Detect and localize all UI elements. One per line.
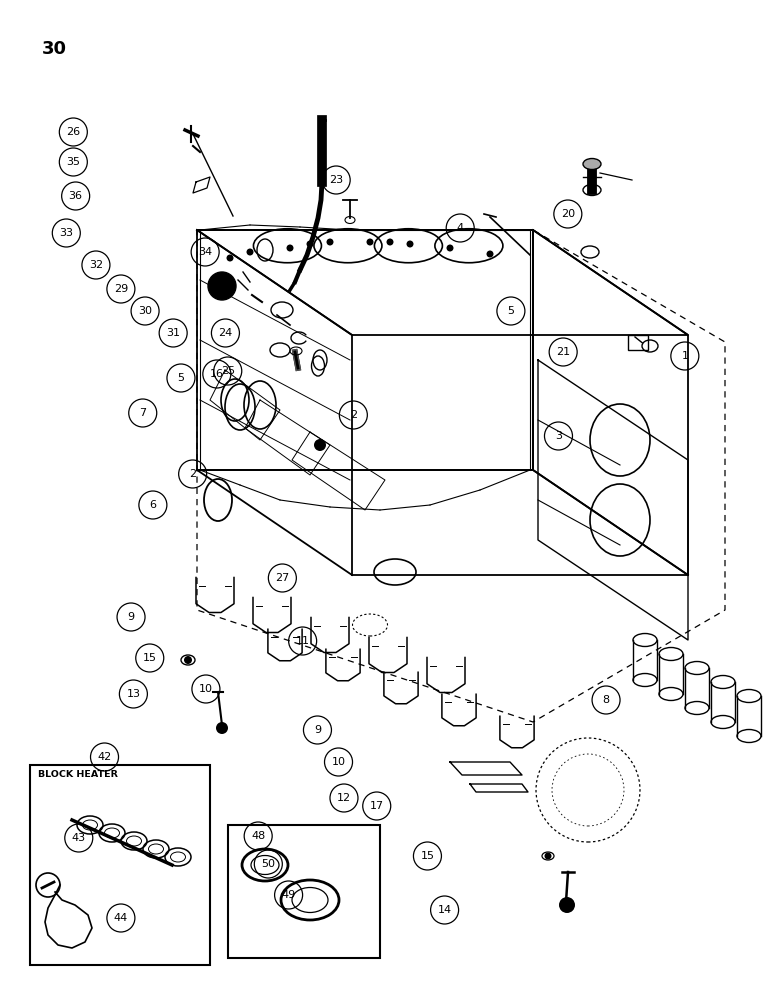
Text: 2: 2 xyxy=(189,469,197,479)
Text: 34: 34 xyxy=(198,247,212,257)
Circle shape xyxy=(286,244,293,251)
Text: 26: 26 xyxy=(66,127,80,137)
Text: 5: 5 xyxy=(508,306,514,316)
Text: 35: 35 xyxy=(66,157,80,167)
Text: 3: 3 xyxy=(555,431,562,441)
Circle shape xyxy=(544,852,551,859)
Text: 9: 9 xyxy=(127,612,135,622)
Ellipse shape xyxy=(642,340,658,352)
Text: 15: 15 xyxy=(420,851,434,861)
Text: 7: 7 xyxy=(139,408,147,418)
Circle shape xyxy=(314,439,326,451)
Text: 13: 13 xyxy=(126,689,140,699)
Circle shape xyxy=(184,656,192,664)
Text: 24: 24 xyxy=(218,328,232,338)
Text: 23: 23 xyxy=(329,175,343,185)
Text: 9: 9 xyxy=(314,725,321,735)
Circle shape xyxy=(307,240,314,247)
Text: 27: 27 xyxy=(275,573,289,583)
Text: 5: 5 xyxy=(178,373,184,383)
Text: 1: 1 xyxy=(682,351,688,361)
Text: 20: 20 xyxy=(561,209,575,219)
Text: 10: 10 xyxy=(199,684,213,694)
Text: 15: 15 xyxy=(143,653,157,663)
Text: 30: 30 xyxy=(42,40,67,58)
Text: 14: 14 xyxy=(438,905,452,915)
Circle shape xyxy=(387,238,393,245)
Text: 30: 30 xyxy=(138,306,152,316)
Text: 17: 17 xyxy=(370,801,384,811)
Ellipse shape xyxy=(583,158,601,169)
Circle shape xyxy=(406,240,413,247)
Circle shape xyxy=(559,897,575,913)
Circle shape xyxy=(208,272,236,300)
Text: 43: 43 xyxy=(72,833,86,843)
Circle shape xyxy=(367,238,374,245)
Text: 50: 50 xyxy=(261,859,275,869)
Text: 36: 36 xyxy=(69,191,83,201)
Circle shape xyxy=(246,248,254,255)
Text: 21: 21 xyxy=(556,347,570,357)
Text: 6: 6 xyxy=(150,500,156,510)
Text: 32: 32 xyxy=(89,260,103,270)
Circle shape xyxy=(327,238,334,245)
Text: 25: 25 xyxy=(221,366,235,376)
Text: 31: 31 xyxy=(166,328,180,338)
Text: 11: 11 xyxy=(296,636,310,646)
Text: 49: 49 xyxy=(282,890,296,900)
Circle shape xyxy=(446,244,453,251)
Text: 42: 42 xyxy=(98,752,112,762)
Text: 44: 44 xyxy=(114,913,128,923)
Text: 2: 2 xyxy=(349,410,357,420)
Text: BLOCK HEATER: BLOCK HEATER xyxy=(38,770,118,779)
Text: 8: 8 xyxy=(602,695,610,705)
Text: 48: 48 xyxy=(251,831,265,841)
Text: 10: 10 xyxy=(332,757,346,767)
Text: 29: 29 xyxy=(114,284,128,294)
Text: 4: 4 xyxy=(456,223,464,233)
Circle shape xyxy=(216,722,228,734)
Circle shape xyxy=(487,250,494,257)
Circle shape xyxy=(226,254,233,261)
Text: 12: 12 xyxy=(337,793,351,803)
Text: 33: 33 xyxy=(59,228,73,238)
Text: 16: 16 xyxy=(210,369,224,379)
